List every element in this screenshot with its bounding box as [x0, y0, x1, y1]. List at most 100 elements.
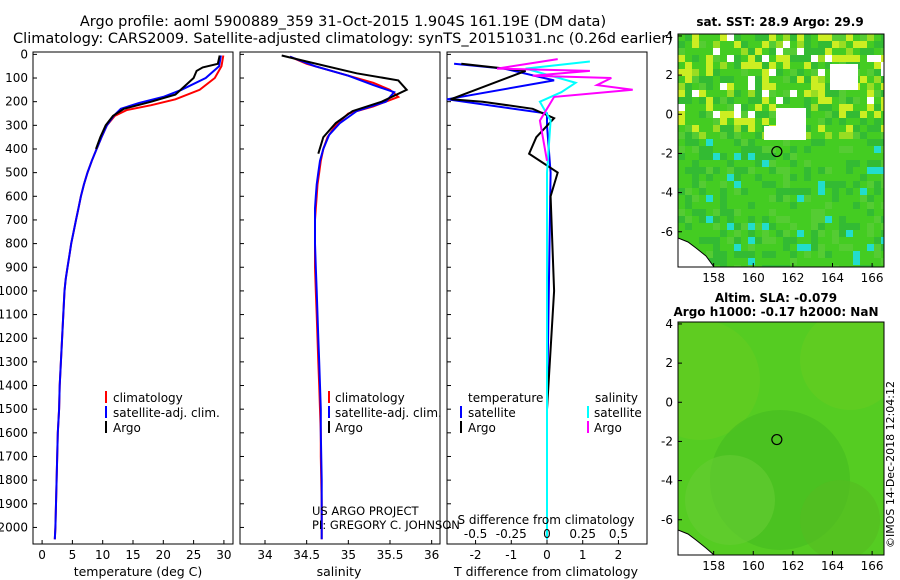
sst-pixel [839, 209, 846, 216]
sst-pixel [734, 125, 741, 132]
sst-pixel [839, 223, 846, 230]
sst-pixel [832, 174, 839, 181]
longitude-tick-label: 162 [781, 559, 804, 573]
sst-pixel [860, 48, 867, 55]
sst-pixel [776, 62, 783, 69]
sst-pixel [832, 153, 839, 160]
sst-pixel [762, 118, 769, 125]
sst-pixel [776, 265, 783, 267]
sst-pixel [825, 230, 832, 237]
sst-pixel [755, 174, 762, 181]
sst-pixel [790, 97, 797, 104]
sst-pixel [881, 76, 884, 83]
sst-pixel [720, 146, 727, 153]
sst-pixel [804, 209, 811, 216]
depth-tick-label: 200 [5, 95, 28, 109]
sst-pixel [706, 160, 713, 167]
sst-pixel [783, 69, 790, 76]
sst-pixel [755, 132, 762, 139]
sst-pixel [685, 230, 692, 237]
sst-pixel [818, 104, 825, 111]
sst-pixel [825, 62, 832, 69]
sst-pixel [699, 132, 706, 139]
sst-pixel [804, 202, 811, 209]
sst-pixel [699, 195, 706, 202]
sst-pixel [685, 139, 692, 146]
imos-watermark: ©IMOS 14-Dec-2018 12:04:12 [884, 381, 897, 548]
sst-pixel [713, 41, 720, 48]
sst-pixel [825, 244, 832, 251]
sst-pixel [853, 202, 860, 209]
sst-pixel [811, 174, 818, 181]
sst-pixel [804, 139, 811, 146]
sst-pixel [853, 174, 860, 181]
sst-pixel [853, 111, 860, 118]
sst-pixel [874, 251, 881, 258]
sst-pixel [853, 125, 860, 132]
sst-pixel [818, 160, 825, 167]
sst-pixel [874, 111, 881, 118]
sst-pixel [727, 97, 734, 104]
sst-pixel [776, 146, 783, 153]
sst-pixel [755, 251, 762, 258]
sst-pixel [874, 118, 881, 125]
sst-pixel [734, 230, 741, 237]
sst-pixel [797, 69, 804, 76]
sst-pixel [727, 90, 734, 97]
sst-pixel [783, 244, 790, 251]
sst-pixel [867, 167, 874, 174]
sst-pixel [713, 90, 720, 97]
sst-pixel [783, 216, 790, 223]
sst-pixel [874, 265, 881, 267]
sst-pixel [706, 97, 713, 104]
sst-pixel [741, 244, 748, 251]
sst-pixel [804, 174, 811, 181]
sst-pixel [713, 118, 720, 125]
sst-pixel [832, 125, 839, 132]
sst-pixel [720, 76, 727, 83]
sst-pixel [692, 48, 699, 55]
sst-pixel [741, 153, 748, 160]
sst-pixel [867, 83, 874, 90]
sst-pixel [839, 118, 846, 125]
sst-pixel [797, 195, 804, 202]
sst-pixel [825, 132, 832, 139]
sst-pixel [804, 62, 811, 69]
depth-tick-label: 1100 [0, 308, 28, 322]
sst-pixel [720, 48, 727, 55]
sst-pixel [832, 104, 839, 111]
sst-pixel [755, 181, 762, 188]
sst-pixel [839, 104, 846, 111]
depth-tick-label: 1800 [0, 473, 28, 487]
x-tick-label: 36 [424, 548, 439, 562]
sst-pixel [678, 55, 685, 62]
sst-pixel [783, 202, 790, 209]
sst-pixel [699, 104, 706, 111]
sst-pixel [846, 258, 853, 265]
sst-pixel [804, 69, 811, 76]
sst-pixel [713, 223, 720, 230]
sst-pixel [825, 209, 832, 216]
sst-pixel [818, 251, 825, 258]
sst-pixel [727, 104, 734, 111]
sst-pixel [853, 139, 860, 146]
sst-pixel [811, 230, 818, 237]
sst-pixel [818, 167, 825, 174]
sst-pixel [699, 146, 706, 153]
sst-pixel [783, 41, 790, 48]
sst-pixel [692, 125, 699, 132]
sst-pixel [853, 41, 860, 48]
sst-pixel [769, 209, 776, 216]
sst-pixel [776, 55, 783, 62]
sst-pixel [734, 83, 741, 90]
salinity-legend: climatology satellite-adj. clim. Argo [328, 391, 442, 435]
sst-map-land [678, 237, 715, 267]
legend-label-argo: Argo [113, 421, 141, 435]
sst-pixel [755, 202, 762, 209]
sst-pixel [867, 258, 874, 265]
sst-pixel [860, 230, 867, 237]
sst-pixel [839, 258, 846, 265]
sst-pixel [860, 174, 867, 181]
sst-pixel [692, 139, 699, 146]
sst-pixel [867, 202, 874, 209]
